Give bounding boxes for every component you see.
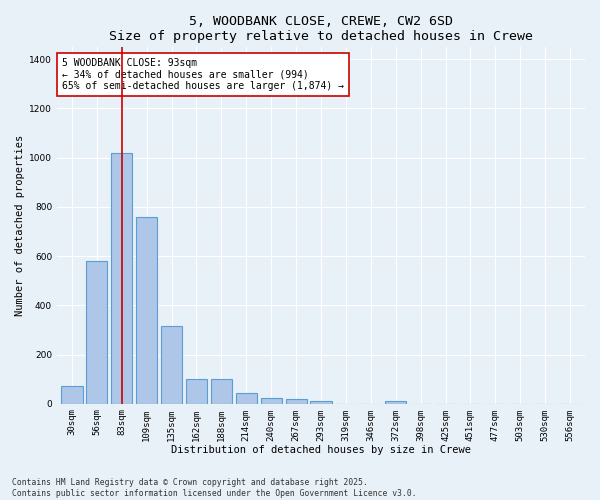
Text: 5 WOODBANK CLOSE: 93sqm
← 34% of detached houses are smaller (994)
65% of semi-d: 5 WOODBANK CLOSE: 93sqm ← 34% of detache… xyxy=(62,58,344,91)
Bar xyxy=(111,152,133,404)
Bar xyxy=(260,398,282,404)
Bar xyxy=(136,216,157,404)
Bar xyxy=(236,392,257,404)
X-axis label: Distribution of detached houses by size in Crewe: Distribution of detached houses by size … xyxy=(171,445,471,455)
Bar xyxy=(211,379,232,404)
Bar xyxy=(286,399,307,404)
Bar xyxy=(86,261,107,404)
Bar xyxy=(186,379,207,404)
Bar xyxy=(161,326,182,404)
Y-axis label: Number of detached properties: Number of detached properties xyxy=(15,134,25,316)
Bar xyxy=(61,386,83,404)
Text: Contains HM Land Registry data © Crown copyright and database right 2025.
Contai: Contains HM Land Registry data © Crown c… xyxy=(12,478,416,498)
Bar xyxy=(385,402,406,404)
Bar xyxy=(310,402,332,404)
Title: 5, WOODBANK CLOSE, CREWE, CW2 6SD
Size of property relative to detached houses i: 5, WOODBANK CLOSE, CREWE, CW2 6SD Size o… xyxy=(109,15,533,43)
